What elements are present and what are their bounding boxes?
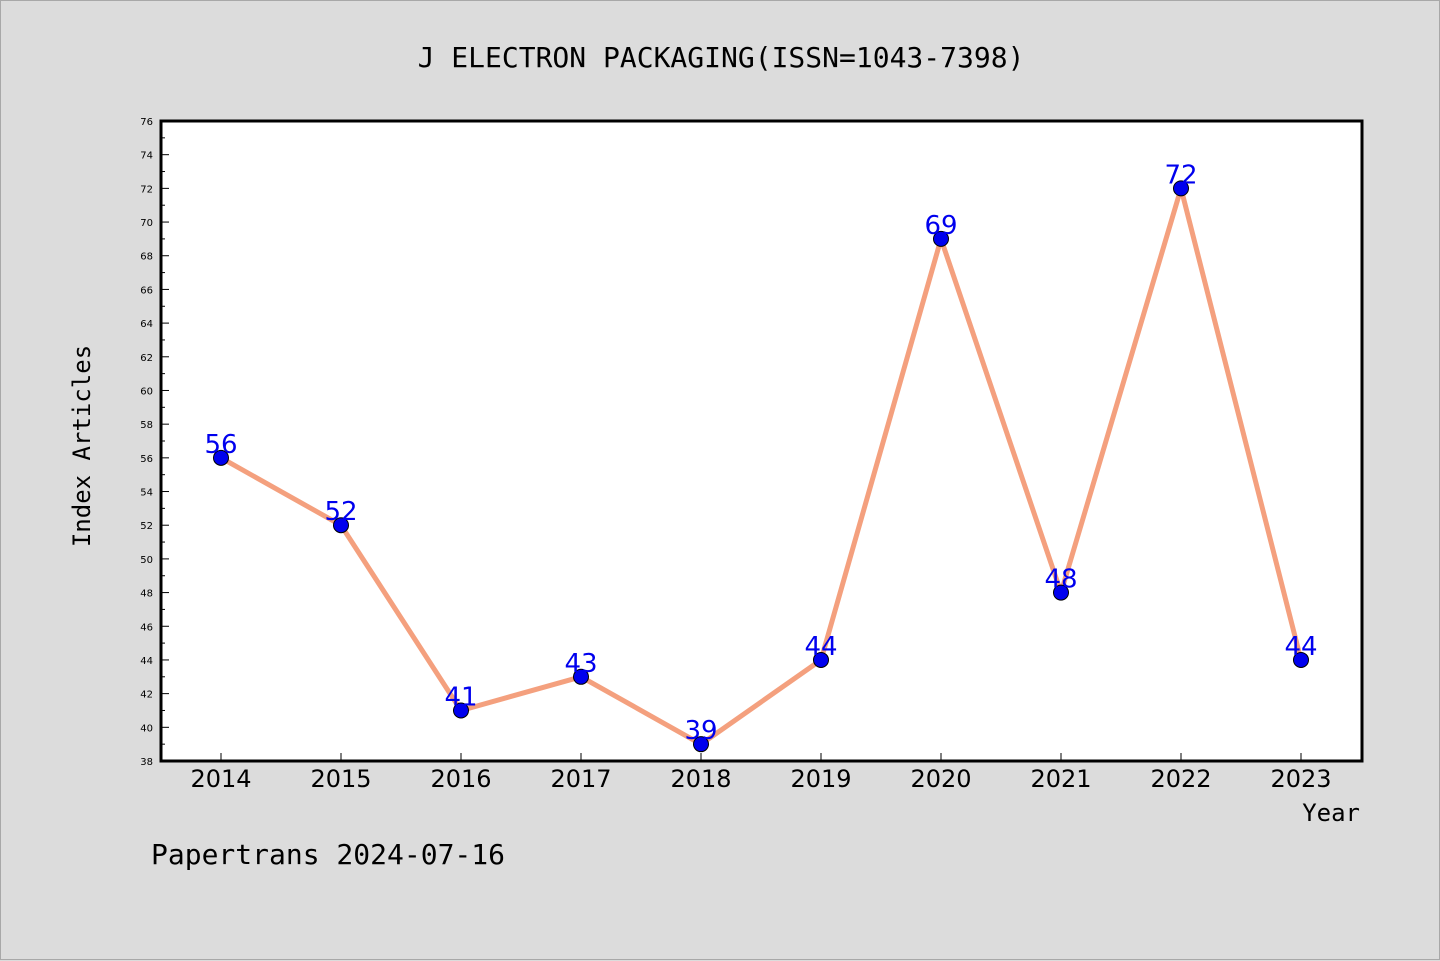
x-tick-label: 2014 [190,765,251,793]
series-line-segment [578,674,704,747]
data-point-marker [573,668,589,685]
data-point-marker [933,230,949,247]
y-axis-label: Index Articles [68,345,96,547]
data-label: 69 [924,211,957,241]
x-tick-label: 2016 [430,765,491,793]
y-tick-label: 72 [140,184,153,195]
y-tick-label: 50 [140,555,153,566]
y-tick-label: 58 [140,420,153,431]
plot-area [159,119,1364,763]
data-label-group: 56 52 41 43 39 44 69 48 72 44 [204,160,1317,746]
x-tick-label: 2018 [670,765,731,793]
data-label: 56 [204,430,237,460]
series-line-segment [218,455,344,528]
y-tick-label: 44 [140,656,153,667]
series-line-segment [938,236,1064,596]
marker-group [213,180,1309,753]
data-point-marker [1293,651,1309,668]
y-tick-label: 40 [140,723,153,734]
series-line-segment [1178,185,1304,663]
data-label: 39 [684,716,717,746]
x-tick-label: 2022 [1150,765,1211,793]
y-tick-label: 38 [140,757,153,768]
x-tick-label: 2017 [550,765,611,793]
y-tick-label: 62 [140,353,153,364]
chart-title: J ELECTRON PACKAGING(ISSN=1043-7398) [418,41,1025,74]
series-line-segment [698,657,824,747]
series-line-group [218,185,1304,747]
series-line-segment [1058,185,1184,596]
y-tick-label: 52 [140,521,153,532]
y-tick-label: 66 [140,285,153,296]
data-label: 44 [1284,632,1317,662]
y-tick-label: 76 [140,117,153,128]
data-point-marker [213,449,229,466]
x-tick-label: 2015 [310,765,371,793]
x-axis-label: Year [1302,799,1360,827]
x-tick-label: 2020 [910,765,971,793]
series-line-segment [338,522,464,713]
x-tick-label: 2019 [790,765,851,793]
x-axis: 2014 2015 2016 2017 2018 2019 2020 2021 2022 2023 [190,753,1332,793]
data-point-marker [333,517,349,534]
y-tick-label: 46 [140,622,153,633]
data-point-marker [1173,180,1189,197]
data-label: 48 [1044,565,1077,595]
y-tick-label: 64 [140,319,153,330]
data-point-marker [453,702,469,719]
y-tick-label: 42 [140,690,153,701]
y-axis: 38 40 42 44 46 48 50 52 54 56 58 60 62 64 66 68 70 72 74 76 [140,117,169,768]
footer-text: Papertrans 2024-07-16 [151,838,505,871]
x-tick-label: 2021 [1030,765,1091,793]
data-point-marker [693,736,709,753]
y-tick-label: 74 [140,151,153,162]
data-point-marker [813,651,829,668]
y-tick-label: 54 [140,488,153,499]
x-tick-label: 2023 [1270,765,1331,793]
y-tick-label: 60 [140,386,153,397]
data-label: 72 [1164,160,1197,190]
data-point-marker [1053,584,1069,601]
y-tick-label: 48 [140,589,153,600]
data-label: 43 [564,649,597,679]
data-label: 52 [324,497,357,527]
y-tick-label: 70 [140,218,153,229]
data-label: 41 [444,682,477,712]
y-tick-label: 68 [140,252,153,263]
data-label: 44 [804,632,837,662]
series-line-segment [458,674,584,713]
y-tick-label: 56 [140,454,153,465]
series-line-segment [818,236,944,663]
